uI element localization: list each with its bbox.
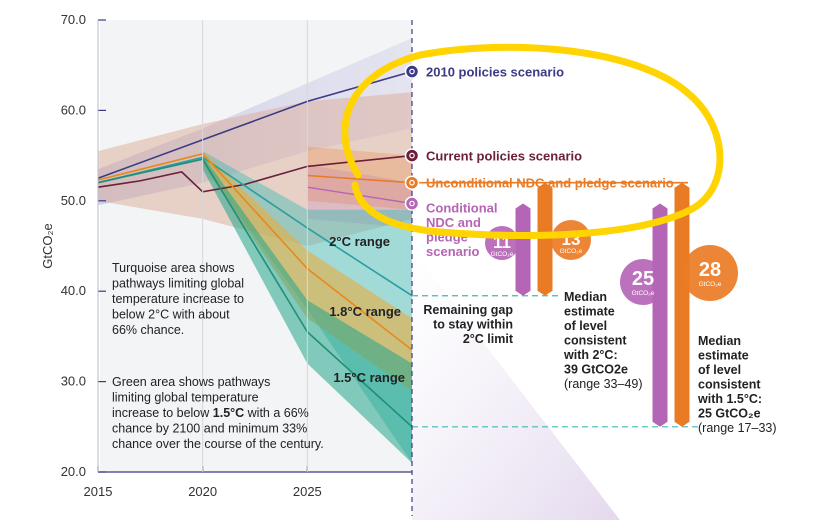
- y-tick-label: 60.0: [61, 102, 86, 117]
- green-note: chance by 2100 and minimum 33%: [112, 422, 307, 436]
- turquoise-note: Turquoise area shows: [112, 261, 235, 275]
- scenario-label-current: Current policies scenario: [426, 149, 582, 164]
- gap-bubble: [682, 245, 738, 301]
- scenario-marker-conditional: [404, 196, 420, 211]
- scenario-marker-clock-icon: [409, 179, 415, 186]
- median-2c-annotation: estimate: [564, 305, 615, 319]
- scenario-marker-policies2010: [404, 64, 420, 79]
- turquoise-note: pathways limiting global: [112, 277, 244, 291]
- scenario-label-conditional: scenario: [426, 244, 480, 259]
- x-tick-label: 2025: [293, 484, 322, 499]
- gap-bar: [674, 182, 690, 427]
- gap-unit: GtCO₂e: [560, 248, 583, 255]
- pathway-label-1-8c: 1.8°C range: [329, 304, 401, 319]
- median-2c-annotation: Median: [564, 290, 607, 304]
- band-unconditional: [307, 146, 412, 210]
- y-tick-label: 50.0: [61, 193, 86, 208]
- highlight-circle: [341, 43, 724, 240]
- median-1-5c-value: 25 GtCO₂e: [698, 407, 761, 421]
- median-1-5c-annotation: Median: [698, 334, 741, 348]
- y-axis-label: GtCO₂e: [40, 223, 55, 269]
- median-2c-value: 39 GtCO2e: [564, 363, 628, 377]
- green-note-part: limiting global temperature: [112, 391, 259, 405]
- gap-unit: GtCO₂e: [632, 290, 655, 297]
- median-2c-annotation: consistent: [564, 334, 627, 348]
- green-note-part: with a 66%: [244, 406, 309, 420]
- scenario-marker-clock-icon: [409, 68, 415, 75]
- gap-annotation: Remaining gap: [423, 303, 513, 317]
- turquoise-note: temperature increase to: [112, 292, 244, 306]
- scenario-label-policies2010: 2010 policies scenario: [426, 65, 564, 80]
- gap-unit: GtCO₂e: [699, 281, 722, 288]
- line-1-8c-median: [97, 152, 413, 351]
- decor-fade: [412, 250, 620, 520]
- median-1-5c-annotation: consistent: [698, 378, 761, 392]
- median-2c-annotation: of level: [564, 319, 607, 333]
- median-1-5c-annotation: estimate: [698, 349, 749, 363]
- y-tick-label: 30.0: [61, 374, 86, 389]
- gap-bar: [652, 203, 668, 427]
- scenario-marker-clock-icon: [409, 200, 415, 207]
- gap-bubble: [551, 220, 591, 260]
- turquoise-note: 66% chance.: [112, 323, 184, 337]
- y-tick-label: 20.0: [61, 464, 86, 479]
- pathway-label-2c: 2°C range: [329, 234, 390, 249]
- line-unconditional: [307, 174, 413, 184]
- scenario-label-conditional: NDC and: [426, 215, 481, 230]
- green-note-part: chance over the course of the century.: [112, 437, 324, 451]
- green-note-part: chance by 2100 and minimum 33%: [112, 422, 307, 436]
- band-current-policies: [98, 92, 412, 246]
- y-tick-label: 70.0: [61, 12, 86, 27]
- y-tick-label: 40.0: [61, 283, 86, 298]
- median-2c-annotation: with 2°C:: [563, 348, 618, 362]
- green-note-part: 1.5°C: [213, 406, 244, 420]
- gap-annotation: to stay within: [433, 318, 513, 332]
- gap-value: 25: [632, 268, 654, 290]
- scenario-marker-clock-icon: [409, 152, 415, 159]
- scenario-markers: 2010 policies scenario Current policies s…: [404, 64, 674, 259]
- green-note: increase to below 1.5°C with a 66%: [112, 406, 309, 420]
- green-note-part: Green area shows pathways: [112, 375, 270, 389]
- x-tick-label: 2020: [188, 484, 217, 499]
- line-2c-median: [97, 156, 413, 297]
- pathway-label-1-5c: 1.5°C range: [333, 370, 405, 385]
- line-1-5c-median: [97, 158, 413, 428]
- scenario-label-conditional: Conditional: [426, 201, 498, 216]
- median-1-5c-annotation: of level: [698, 363, 741, 377]
- gap-bubble: [620, 259, 666, 305]
- scenario-label-unconditional: Unconditional NDC and pledge scenario: [426, 176, 674, 191]
- turquoise-note: below 2°C with about: [112, 308, 230, 322]
- scenario-marker-current: [404, 148, 420, 163]
- scenario-marker-unconditional: [404, 175, 420, 190]
- green-note-part: increase to below: [112, 406, 213, 420]
- gap-annotation: 2°C limit: [463, 332, 514, 346]
- median-1-5c-annotation: with 1.5°C:: [697, 392, 762, 406]
- gap-bar: [515, 203, 531, 296]
- pathway-labels: 2°C range 1.8°C range 1.5°C range: [329, 234, 405, 385]
- median-1-5c-range: (range 17–33): [698, 421, 777, 435]
- green-note: Green area shows pathways: [112, 375, 270, 389]
- x-tick-label: 2015: [84, 484, 113, 499]
- median-2c-range: (range 33–49): [564, 377, 643, 391]
- gap-unit: GtCO₂e: [491, 251, 514, 258]
- axes: 20.0 30.0 40.0 50.0 60.0 70.0 2015 2020 2025: [61, 12, 412, 499]
- green-note: limiting global temperature: [112, 391, 259, 405]
- gap-value: 28: [699, 259, 721, 281]
- green-note: chance over the course of the century.: [112, 437, 324, 451]
- gap-bar: [537, 182, 553, 296]
